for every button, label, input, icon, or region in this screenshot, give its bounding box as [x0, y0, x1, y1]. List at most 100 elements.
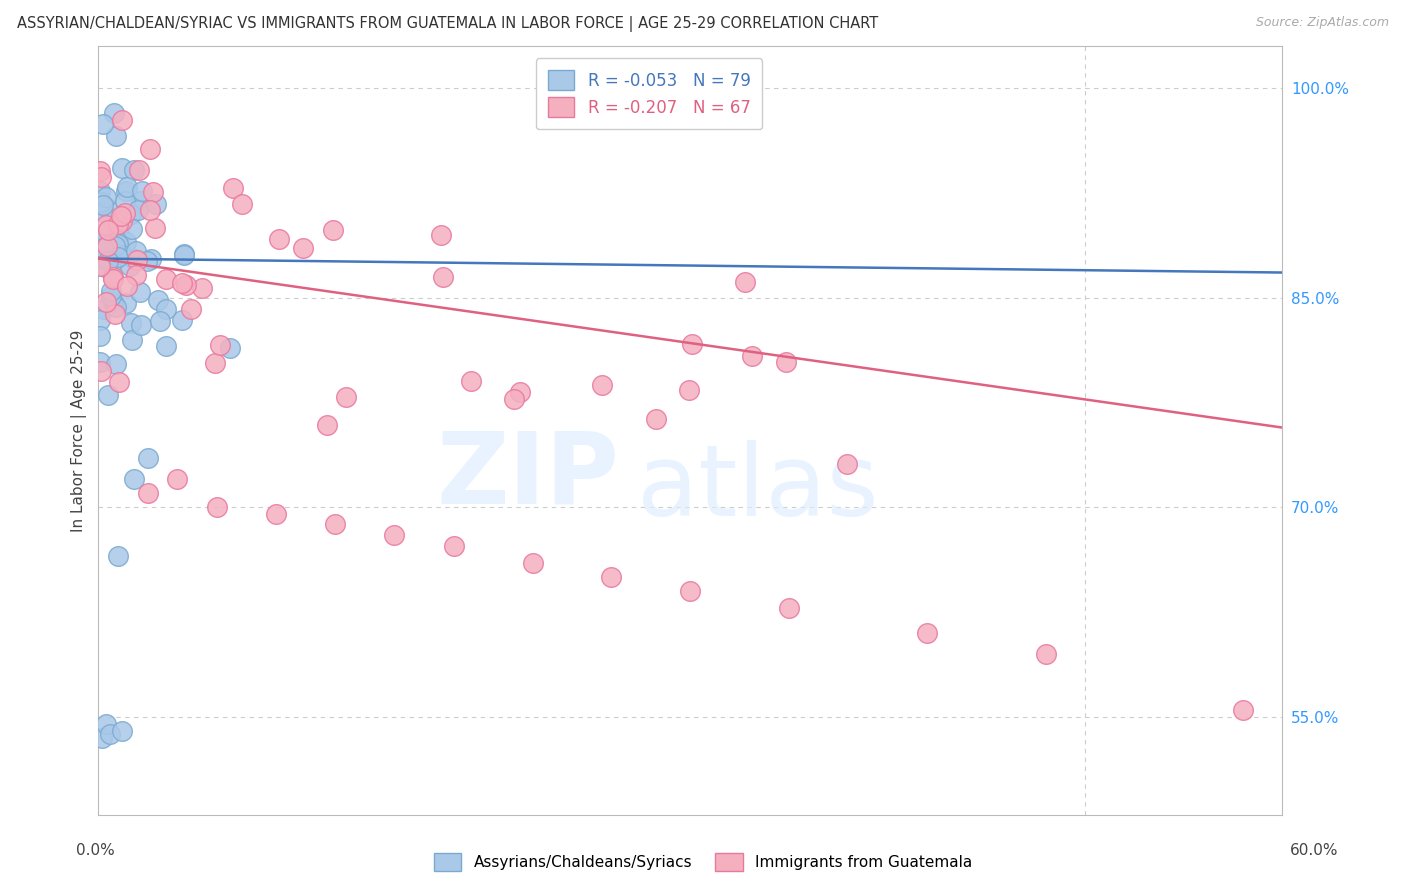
Point — [120, 206, 142, 220]
Point — [125, 268, 148, 282]
Point — [915, 626, 938, 640]
Point — [97, 388, 120, 402]
Point — [138, 203, 160, 218]
Point — [94, 295, 117, 310]
Point — [94, 190, 117, 204]
Point — [323, 516, 346, 531]
Point — [91, 198, 114, 212]
Point — [129, 194, 152, 208]
Point — [111, 248, 134, 262]
Point — [103, 106, 125, 120]
Point — [1232, 703, 1254, 717]
Point — [645, 411, 668, 425]
Legend: Assyrians/Chaldeans/Syriacs, Immigrants from Guatemala: Assyrians/Chaldeans/Syriacs, Immigrants … — [427, 847, 979, 877]
Point — [143, 220, 166, 235]
Point — [91, 241, 114, 255]
Point — [91, 731, 114, 745]
Point — [89, 329, 111, 343]
Point — [149, 314, 172, 328]
Point — [432, 270, 454, 285]
Point — [155, 272, 177, 286]
Point — [129, 318, 152, 333]
Point — [101, 272, 124, 286]
Point — [122, 162, 145, 177]
Point — [122, 252, 145, 267]
Point — [316, 417, 339, 432]
Text: ZIP: ZIP — [436, 428, 620, 525]
Point — [93, 226, 115, 240]
Point — [155, 301, 177, 316]
Point — [269, 232, 291, 246]
Point — [105, 129, 128, 144]
Point — [174, 277, 197, 292]
Point — [136, 486, 159, 500]
Point — [600, 570, 623, 584]
Point — [1035, 647, 1057, 661]
Point — [741, 349, 763, 363]
Point — [114, 206, 136, 220]
Point — [135, 253, 157, 268]
Point — [114, 296, 136, 310]
Point — [222, 181, 245, 195]
Point — [110, 161, 132, 175]
Point — [111, 723, 134, 738]
Point — [103, 239, 125, 253]
Point — [136, 451, 159, 466]
Point — [107, 236, 129, 251]
Point — [97, 223, 120, 237]
Point — [108, 229, 131, 244]
Text: 60.0%: 60.0% — [1291, 843, 1339, 858]
Point — [93, 117, 115, 131]
Point — [114, 194, 136, 209]
Y-axis label: In Labor Force | Age 25-29: In Labor Force | Age 25-29 — [72, 329, 87, 532]
Point — [231, 197, 253, 211]
Point — [335, 390, 357, 404]
Point — [292, 241, 315, 255]
Point — [681, 337, 703, 351]
Point — [170, 313, 193, 327]
Point — [89, 164, 111, 178]
Point — [131, 184, 153, 198]
Point — [460, 374, 482, 388]
Point — [384, 528, 406, 542]
Point — [90, 250, 112, 264]
Point — [139, 142, 162, 156]
Point — [114, 235, 136, 249]
Text: 0.0%: 0.0% — [76, 843, 115, 858]
Point — [93, 302, 115, 317]
Point — [107, 250, 129, 264]
Point — [509, 385, 531, 400]
Point — [678, 383, 700, 397]
Point — [191, 281, 214, 295]
Point — [205, 500, 228, 515]
Point — [107, 549, 129, 563]
Point — [111, 212, 134, 227]
Point — [170, 276, 193, 290]
Point — [97, 232, 120, 246]
Point — [115, 279, 138, 293]
Point — [775, 354, 797, 368]
Point — [120, 260, 142, 274]
Point — [128, 285, 150, 300]
Point — [98, 726, 121, 740]
Point — [142, 186, 165, 200]
Point — [120, 316, 142, 330]
Point — [104, 307, 127, 321]
Point — [125, 244, 148, 258]
Text: atlas: atlas — [637, 440, 879, 536]
Point — [104, 300, 127, 314]
Point — [145, 196, 167, 211]
Point — [103, 269, 125, 284]
Point — [89, 355, 111, 369]
Point — [100, 284, 122, 298]
Point — [204, 356, 226, 370]
Point — [117, 179, 139, 194]
Point — [89, 313, 111, 327]
Point — [148, 293, 170, 308]
Point — [121, 333, 143, 347]
Point — [835, 458, 858, 472]
Point — [778, 600, 800, 615]
Point — [110, 214, 132, 228]
Point — [103, 253, 125, 268]
Point — [114, 184, 136, 198]
